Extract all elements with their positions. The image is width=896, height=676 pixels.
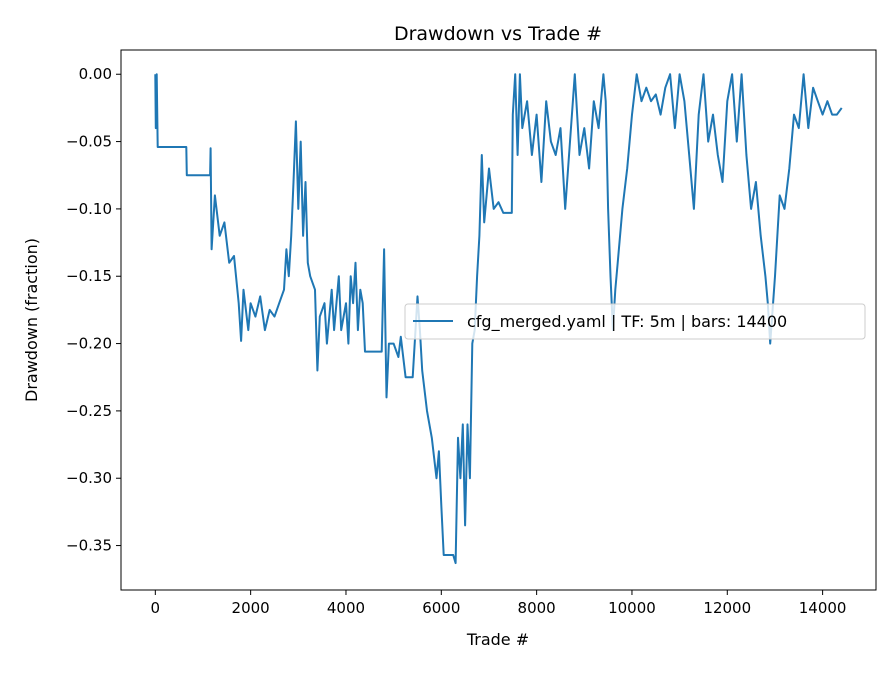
x-tick-label: 0 (151, 599, 161, 617)
x-tick-label: 14000 (799, 599, 847, 617)
legend-label: cfg_merged.yaml | TF: 5m | bars: 14400 (467, 312, 787, 332)
y-tick-label: −0.25 (66, 402, 112, 420)
legend: cfg_merged.yaml | TF: 5m | bars: 14400 (404, 303, 866, 340)
chart-title: Drawdown vs Trade # (394, 23, 602, 45)
y-axis-ticks: 0.00 −0.05 −0.10 −0.15 −0.20 −0.25 −0.30 −0.35 (66, 65, 121, 555)
x-axis-label: Trade # (466, 630, 529, 649)
x-axis-ticks: 0 2000 4000 6000 8000 10000 12000 14000 (151, 590, 847, 617)
x-tick-label: 2000 (232, 599, 270, 617)
y-tick-label: −0.10 (66, 200, 112, 218)
x-tick-label: 8000 (518, 599, 556, 617)
axes-frame (120, 49, 877, 591)
x-tick-label: 10000 (608, 599, 656, 617)
y-axis-label: Drawdown (fraction) (22, 238, 41, 402)
x-tick-label: 12000 (703, 599, 751, 617)
y-tick-label: −0.20 (66, 335, 112, 353)
y-tick-label: −0.35 (66, 537, 112, 555)
y-tick-label: −0.05 (66, 133, 112, 151)
y-tick-label: 0.00 (79, 65, 112, 83)
legend-box (404, 303, 866, 340)
drawdown-series-line (154, 73, 843, 565)
x-tick-label: 6000 (422, 599, 460, 617)
x-tick-label: 4000 (327, 599, 365, 617)
y-tick-label: −0.30 (66, 469, 112, 487)
plot-area (154, 73, 843, 565)
y-tick-label: −0.15 (66, 267, 112, 285)
